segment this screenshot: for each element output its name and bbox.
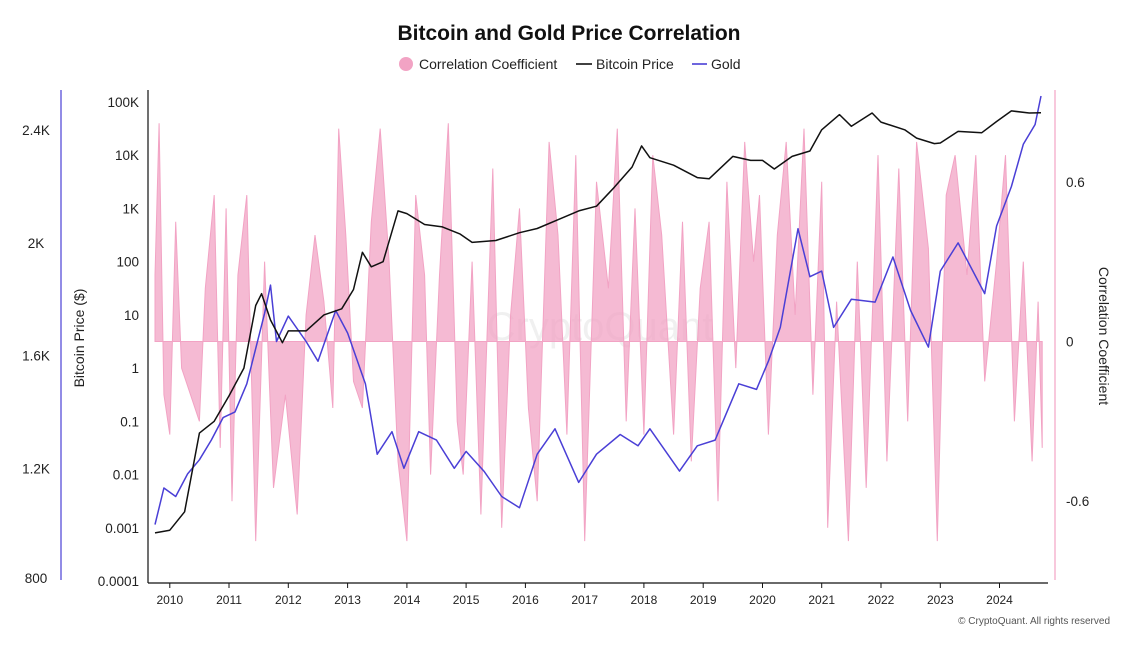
x-tick-label: 2011 [216, 593, 242, 607]
legend-marker-correlation [399, 57, 413, 71]
correlation-tick-label: 0 [1066, 335, 1074, 350]
gold-tick-label: 2K [28, 236, 45, 251]
legend-label-bitcoin: Bitcoin Price [596, 56, 674, 72]
bitcoin-tick-label: 0.1 [120, 414, 139, 429]
x-tick-label: 2022 [868, 593, 895, 607]
gold-tick-label: 1.6K [22, 349, 50, 364]
x-tick-label: 2023 [927, 593, 954, 607]
x-tick-label: 2016 [512, 593, 539, 607]
x-tick-label: 2015 [453, 593, 480, 607]
x-tick-label: 2010 [156, 593, 183, 607]
bitcoin-tick-label: 1 [131, 361, 139, 376]
bitcoin-tick-label: 0.001 [105, 521, 139, 536]
x-tick-label: 2012 [275, 593, 302, 607]
bitcoin-axis-ticks: 100K 10K 1K 100 10 1 0.1 0.01 0.001 0.0001 [98, 95, 139, 589]
gold-tick-label: 2.4K [22, 123, 50, 138]
gold-tick-label: 800 [25, 571, 48, 586]
legend-label-correlation: Correlation Coefficient [419, 56, 557, 72]
x-tick-label: 2013 [334, 593, 361, 607]
legend-label-gold: Gold [711, 56, 741, 72]
gold-tick-label: 1.2K [22, 461, 50, 476]
bitcoin-tick-label: 0.0001 [98, 574, 139, 589]
bitcoin-tick-label: 100 [116, 255, 139, 270]
bitcoin-tick-label: 10 [124, 308, 139, 323]
x-tick-label: 2017 [571, 593, 598, 607]
x-tick-label: 2020 [749, 593, 776, 607]
x-tick-label: 2019 [690, 593, 717, 607]
x-tick-label: 2014 [394, 593, 421, 607]
gold-axis-ticks: 2.4K 2K 1.6K 1.2K 800 [22, 123, 50, 586]
bitcoin-axis-title: Bitcoin Price ($) [71, 289, 87, 388]
x-tick-label: 2021 [808, 593, 835, 607]
x-axis-ticks: 2010 2011 2012 2013 2014 2015 2016 2017 2018 2019… [156, 583, 1013, 607]
bitcoin-tick-label: 100K [107, 95, 139, 110]
x-tick-label: 2024 [986, 593, 1013, 607]
correlation-tick-label: -0.6 [1066, 494, 1089, 509]
chart-title: Bitcoin and Gold Price Correlation [397, 22, 740, 45]
legend: Correlation Coefficient Bitcoin Price Go… [399, 56, 741, 72]
correlation-axis-ticks: 0.6 0 -0.6 [1066, 175, 1089, 509]
copyright-footer: © CryptoQuant. All rights reserved [958, 616, 1110, 627]
x-tick-label: 2018 [631, 593, 658, 607]
bitcoin-tick-label: 10K [115, 148, 139, 163]
correlation-axis-title: Correlation Coefficient [1096, 267, 1112, 405]
bitcoin-tick-label: 1K [122, 201, 139, 216]
bitcoin-tick-label: 0.01 [113, 468, 139, 483]
correlation-tick-label: 0.6 [1066, 175, 1085, 190]
